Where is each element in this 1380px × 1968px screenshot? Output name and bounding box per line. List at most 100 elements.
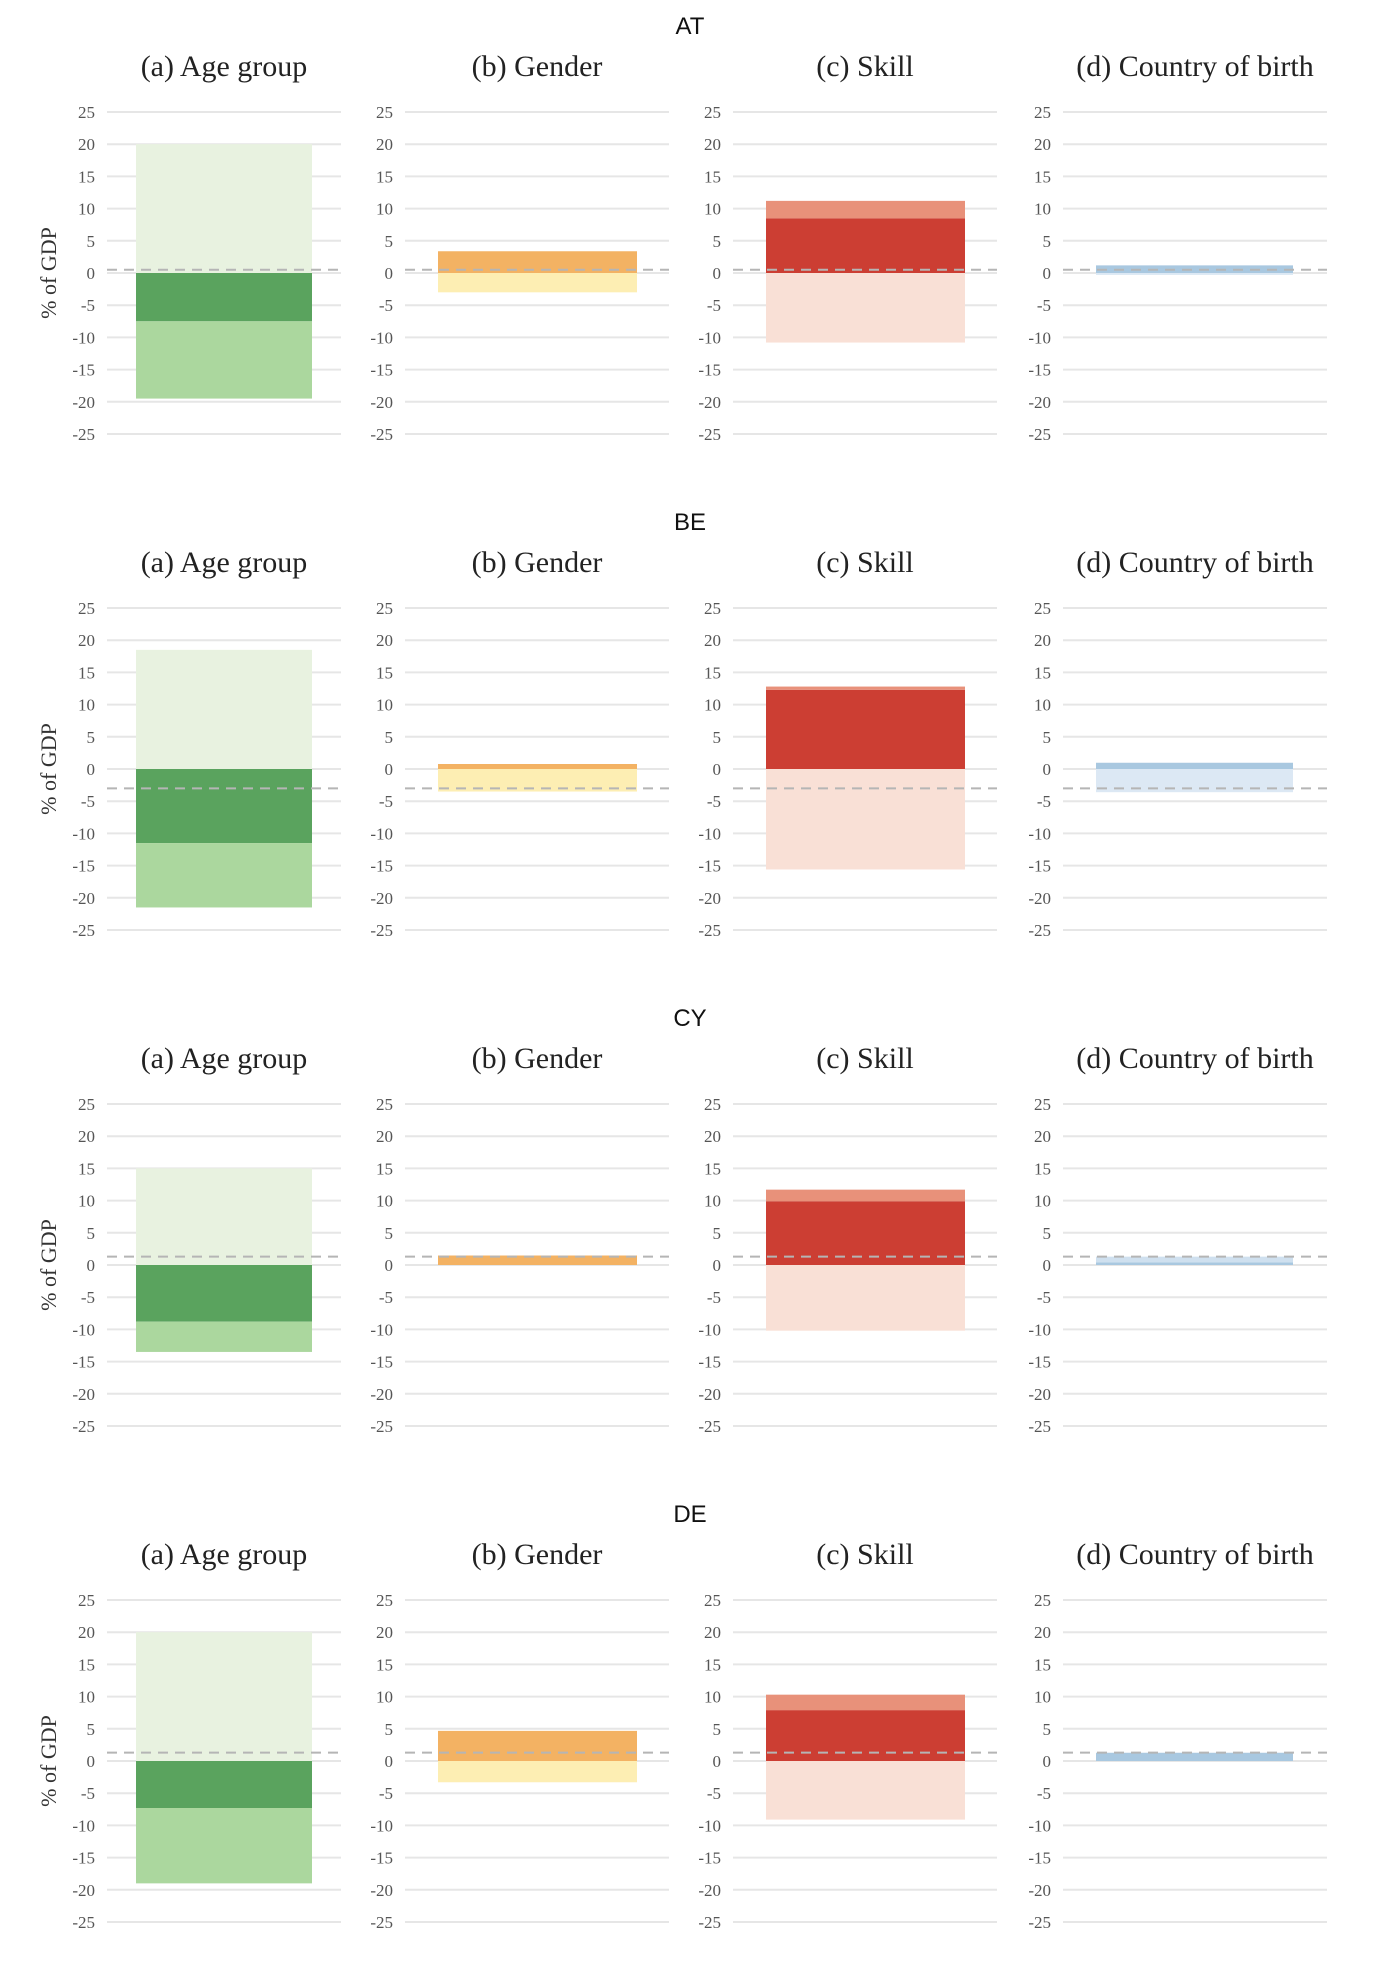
panel-gender: (b) Gender 25 20 15 10 5 0 -5 -10 -15 -20 -25 xyxy=(370,546,669,940)
y-tick-label: -15 xyxy=(1028,1353,1051,1372)
y-tick-label: 20 xyxy=(376,1127,393,1146)
y-tick-label: -20 xyxy=(72,889,95,908)
y-tick-label: 25 xyxy=(376,599,393,618)
y-tick-label: 25 xyxy=(1034,103,1051,122)
panel-title: (a) Age group xyxy=(141,1538,308,1571)
panel-gender: (b) Gender 25 20 15 10 5 0 -5 -10 -15 -20 -25 xyxy=(370,50,669,444)
panel-title: (c) Skill xyxy=(816,50,914,83)
y-tick-label: 20 xyxy=(704,1623,721,1642)
y-tick-label: 5 xyxy=(713,232,722,251)
y-tick-label: -5 xyxy=(707,296,721,315)
y-tick-label: -10 xyxy=(370,824,393,843)
panel-title: (b) Gender xyxy=(472,1538,603,1571)
bar-positive xyxy=(136,1632,312,1761)
y-tick-label: 10 xyxy=(1034,696,1051,715)
panel-birth: (d) Country of birth 25 20 15 10 5 0 -5 -10 -15 -2… xyxy=(1028,1538,1327,1932)
bar-negative xyxy=(1096,273,1293,275)
y-tick-label: -5 xyxy=(1037,1784,1051,1803)
panel-skill: (c) Skill 25 20 15 10 5 0 -5 -10 -15 -20 -25 xyxy=(698,50,997,444)
y-tick-label: 25 xyxy=(704,1095,721,1114)
y-tick-label: -10 xyxy=(72,1816,95,1835)
bar-positive-inner xyxy=(438,251,637,273)
y-tick-label: -10 xyxy=(1028,1816,1051,1835)
bar-negative xyxy=(438,769,637,792)
y-tick-label: -10 xyxy=(72,824,95,843)
y-tick-label: 20 xyxy=(78,1127,95,1146)
y-tick-label: 20 xyxy=(1034,135,1051,154)
panel-birth: (d) Country of birth 25 20 15 10 5 0 -5 -10 -15 -2… xyxy=(1028,546,1327,940)
y-tick-label: -10 xyxy=(1028,1320,1051,1339)
panel-title: (b) Gender xyxy=(472,50,603,83)
y-tick-label: -20 xyxy=(1028,1881,1051,1900)
panel-title: (a) Age group xyxy=(141,50,308,83)
y-tick-label: -5 xyxy=(379,1784,393,1803)
y-tick-label: -20 xyxy=(370,1385,393,1404)
y-tick-label: 10 xyxy=(1034,1688,1051,1707)
panel-age: (a) Age group 25 20 15 10 5 0 -5 -10 -15 -20 -25 xyxy=(72,546,341,940)
y-tick-label: 0 xyxy=(1043,1256,1052,1275)
country-row-cy: CY % of GDP (a) Age group 25 20 15 10 5 0 -5 -10 -1… xyxy=(36,1005,1327,1436)
y-tick-label: -15 xyxy=(698,1849,721,1868)
y-tick-label: 10 xyxy=(78,1192,95,1211)
y-tick-label: -5 xyxy=(1037,1288,1051,1307)
y-tick-label: -15 xyxy=(1028,857,1051,876)
panel-age: (a) Age group 25 20 15 10 5 0 -5 -10 -15 -20 -25 xyxy=(72,1042,341,1436)
y-tick-label: 0 xyxy=(87,1752,96,1771)
y-tick-label: 20 xyxy=(376,631,393,650)
y-axis-label: % of GDP xyxy=(36,723,61,815)
y-tick-label: -15 xyxy=(72,361,95,380)
y-tick-label: -15 xyxy=(698,857,721,876)
bar-positive-outer xyxy=(766,200,965,219)
y-tick-label: 5 xyxy=(385,1720,394,1739)
bar-positive-inner xyxy=(766,1201,965,1265)
y-tick-label: 15 xyxy=(704,1159,721,1178)
panel-title: (d) Country of birth xyxy=(1076,1042,1313,1075)
bar-positive xyxy=(136,1168,312,1265)
y-tick-label: 20 xyxy=(376,135,393,154)
country-row-at: AT % of GDP (a) Age group 25 20 15 10 5 0 -5 -10 -1… xyxy=(36,13,1327,444)
bar-negative-inner xyxy=(136,1761,312,1809)
y-tick-label: -10 xyxy=(72,1320,95,1339)
y-tick-label: -5 xyxy=(379,792,393,811)
y-tick-label: -20 xyxy=(698,1385,721,1404)
y-tick-label: 5 xyxy=(385,232,394,251)
y-tick-label: -10 xyxy=(72,328,95,347)
y-tick-label: 5 xyxy=(1043,232,1052,251)
y-tick-label: -15 xyxy=(370,361,393,380)
y-tick-label: -15 xyxy=(370,1353,393,1372)
bar-negative xyxy=(766,1265,965,1331)
panel-title: (d) Country of birth xyxy=(1076,50,1313,83)
y-tick-label: 0 xyxy=(713,1256,722,1275)
bar-negative-outer xyxy=(136,321,312,399)
y-tick-label: -5 xyxy=(707,1288,721,1307)
y-tick-label: -25 xyxy=(72,1913,95,1932)
y-tick-label: -25 xyxy=(698,1913,721,1932)
y-tick-label: 20 xyxy=(78,631,95,650)
panel-title: (a) Age group xyxy=(141,1042,308,1075)
bar-negative xyxy=(438,1761,637,1783)
y-tick-label: 25 xyxy=(376,103,393,122)
y-tick-label: 5 xyxy=(87,728,96,747)
y-tick-label: -15 xyxy=(1028,361,1051,380)
y-tick-label: 15 xyxy=(1034,167,1051,186)
y-tick-label: -25 xyxy=(370,921,393,940)
y-tick-label: 25 xyxy=(376,1591,393,1610)
y-tick-label: 10 xyxy=(376,200,393,219)
country-row-de: DE % of GDP (a) Age group 25 20 15 10 5 0 -5 -10 -1… xyxy=(36,1501,1327,1932)
country-row-be: BE % of GDP (a) Age group 25 20 15 10 5 0 -5 -10 -1… xyxy=(36,509,1327,940)
y-tick-label: 10 xyxy=(704,1192,721,1211)
y-tick-label: 15 xyxy=(376,1159,393,1178)
panel-title: (c) Skill xyxy=(816,546,914,579)
panel-age: (a) Age group 25 20 15 10 5 0 -5 -10 -15 -20 -25 xyxy=(72,1538,341,1932)
bar-negative xyxy=(766,769,965,870)
y-tick-label: 5 xyxy=(87,1224,96,1243)
bar-positive-inner xyxy=(438,1731,637,1761)
y-tick-label: 25 xyxy=(704,599,721,618)
bar-positive-outer xyxy=(766,1694,965,1711)
bar-positive-inner xyxy=(438,1255,637,1265)
y-tick-label: 0 xyxy=(385,1752,394,1771)
y-tick-label: -25 xyxy=(1028,921,1051,940)
y-tick-label: -5 xyxy=(81,1288,95,1307)
y-tick-label: -25 xyxy=(1028,425,1051,444)
y-tick-label: -5 xyxy=(379,296,393,315)
